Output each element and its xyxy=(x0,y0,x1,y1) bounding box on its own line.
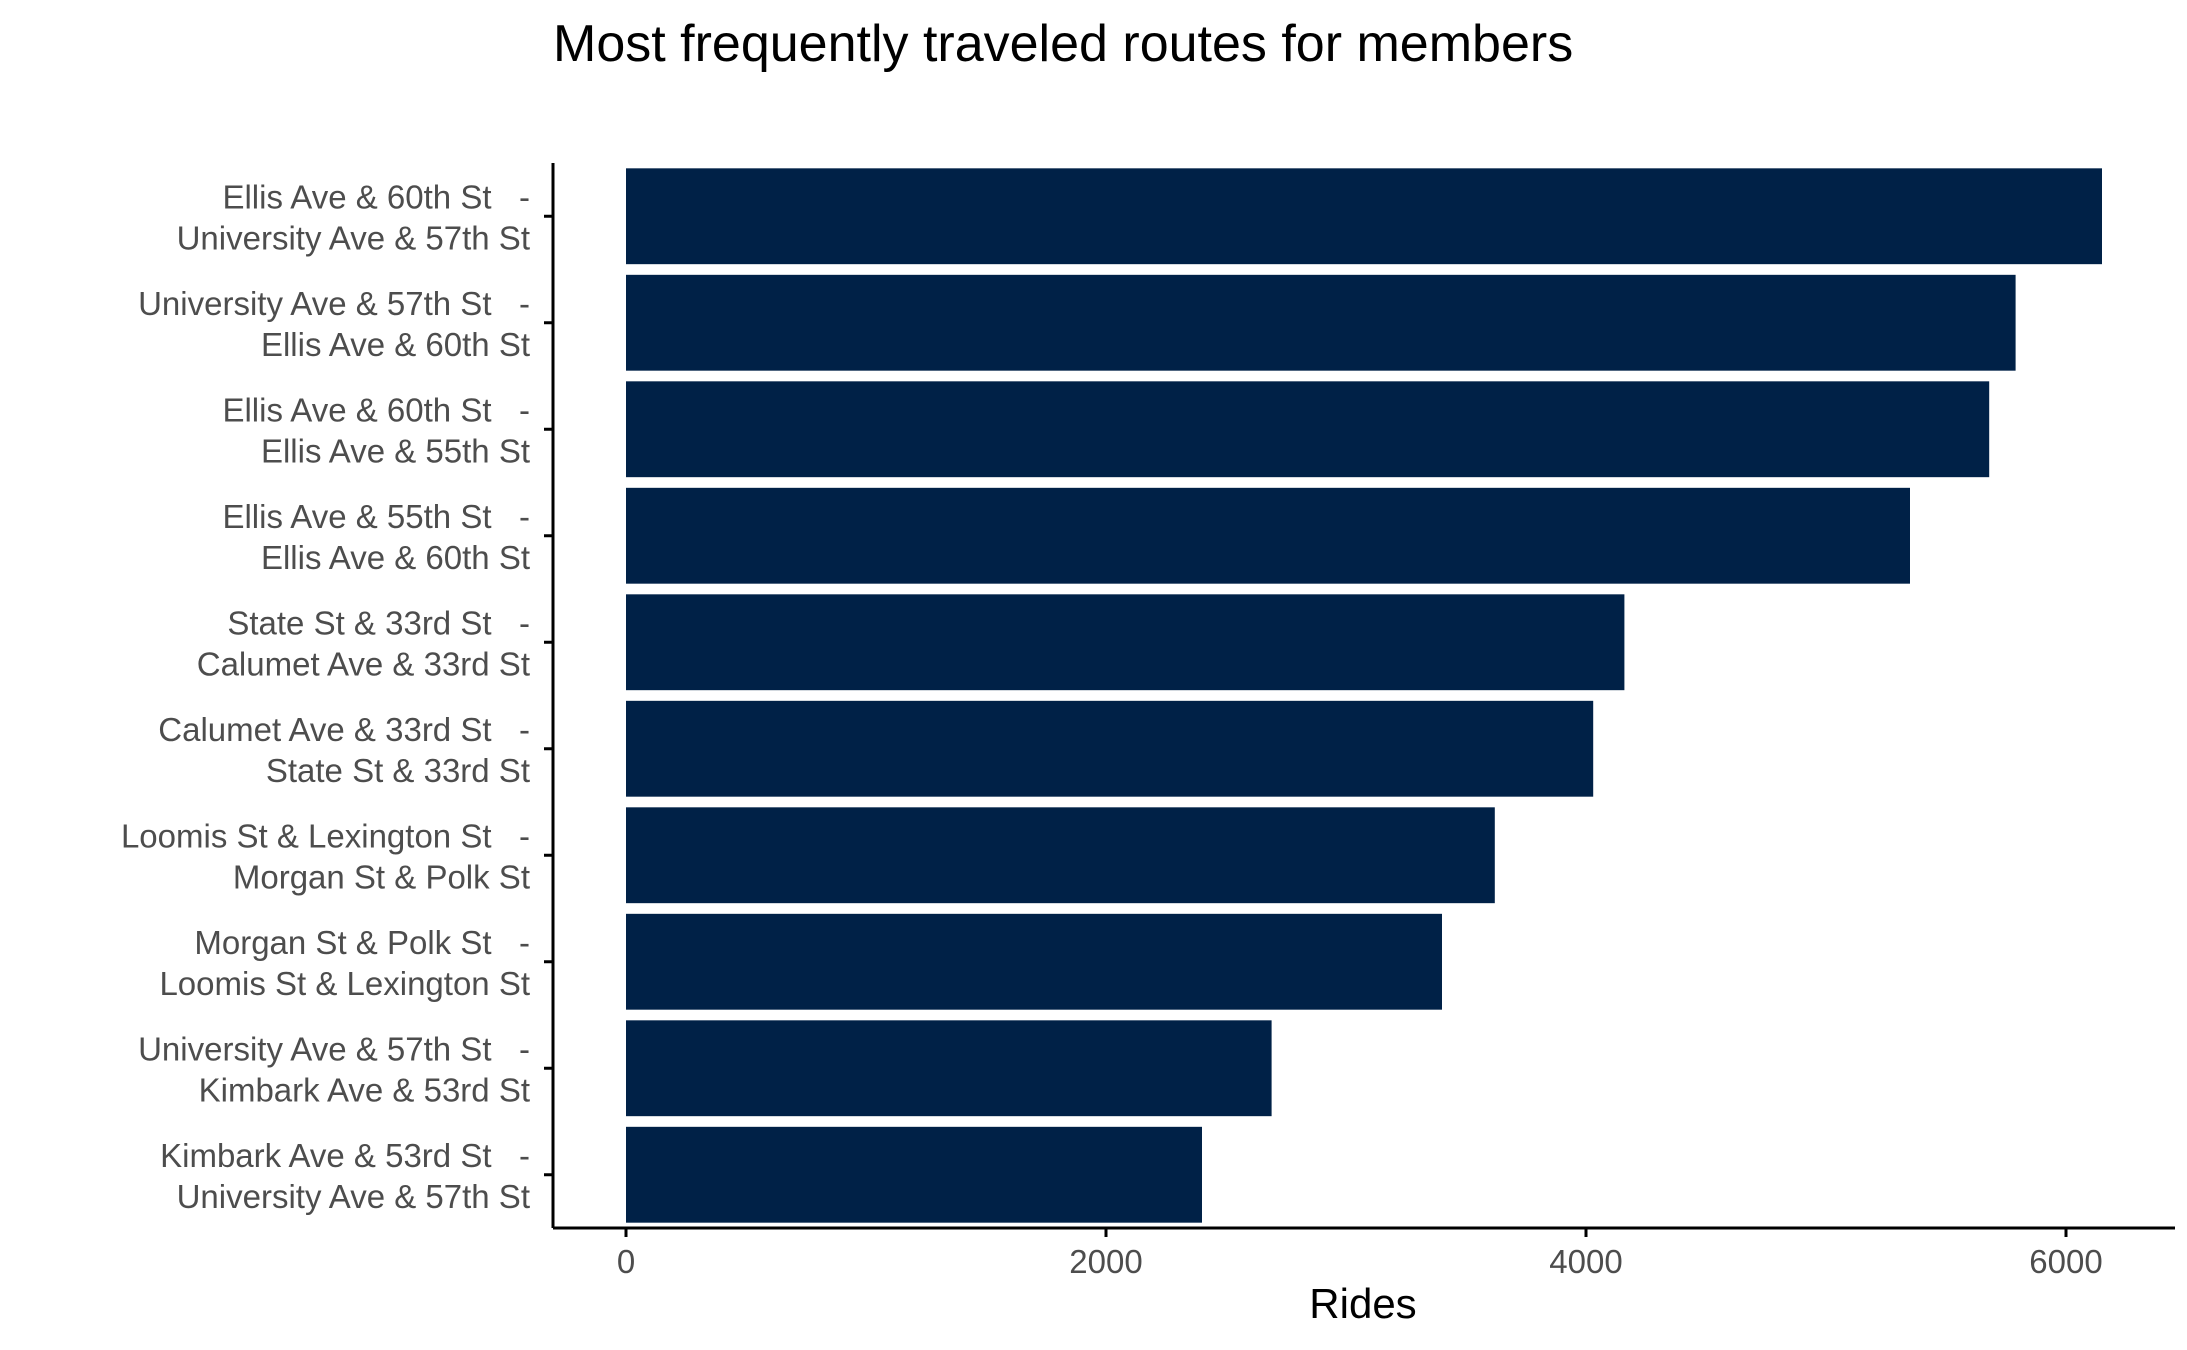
y-tick-label-line2-4: Ellis Ave & 60th St xyxy=(261,539,530,576)
bar-2 xyxy=(626,274,2016,371)
bar-8 xyxy=(626,913,1442,1010)
y-tick-label-line1-7: Loomis St & Lexington St - xyxy=(121,817,530,854)
bars xyxy=(626,168,2102,1223)
bar-10 xyxy=(626,1126,1202,1223)
bar-3 xyxy=(626,381,1990,478)
y-tick-label-line1-1: Ellis Ave & 60th St - xyxy=(222,178,530,215)
y-tick-label-line1-10: Kimbark Ave & 53rd St - xyxy=(160,1137,530,1174)
y-tick-label-line2-8: Loomis St & Lexington St xyxy=(159,965,530,1002)
y-tick-labels: Ellis Ave & 60th St - University Ave & 57… xyxy=(121,178,553,1215)
bar-6 xyxy=(626,700,1594,797)
y-tick-label-line2-3: Ellis Ave & 55th St xyxy=(261,432,530,469)
y-tick-label-line1-5: State St & 33rd St - xyxy=(227,604,530,641)
y-tick-label-line1-9: University Ave & 57th St - xyxy=(138,1030,530,1067)
y-tick-label-line2-10: University Ave & 57th St xyxy=(177,1178,530,1215)
x-tick-label-3: 4000 xyxy=(1549,1243,1622,1280)
bar-7 xyxy=(626,807,1495,904)
bar-1 xyxy=(626,168,2102,265)
y-tick-label-line1-6: Calumet Ave & 33rd St - xyxy=(158,711,530,748)
bar-9 xyxy=(626,1020,1272,1117)
axes xyxy=(551,163,2175,1230)
y-tick-label-line2-5: Calumet Ave & 33rd St xyxy=(197,645,530,682)
x-ticks: 0 2000 4000 6000 xyxy=(617,1228,2103,1280)
x-tick-label-2: 2000 xyxy=(1069,1243,1142,1280)
x-tick-label-4: 6000 xyxy=(2029,1243,2102,1280)
y-tick-label-line1-8: Morgan St & Polk St - xyxy=(194,924,530,961)
y-tick-label-line2-6: State St & 33rd St xyxy=(266,752,530,789)
x-tick-label-1: 0 xyxy=(617,1243,635,1280)
y-tick-label-line2-7: Morgan St & Polk St xyxy=(233,858,530,895)
y-tick-label-line1-2: University Ave & 57th St - xyxy=(138,285,530,322)
y-tick-label-line1-3: Ellis Ave & 60th St - xyxy=(222,391,530,428)
y-tick-label-line1-4: Ellis Ave & 55th St - xyxy=(222,498,530,535)
bar-4 xyxy=(626,487,1910,584)
y-tick-label-line2-1: University Ave & 57th St xyxy=(177,219,530,256)
x-axis-label: Rides xyxy=(1309,1280,1417,1327)
y-tick-label-line2-9: Kimbark Ave & 53rd St xyxy=(199,1071,530,1108)
y-tick-label-line2-2: Ellis Ave & 60th St xyxy=(261,326,530,363)
bar-5 xyxy=(626,594,1625,691)
chart-title: Most frequently traveled routes for memb… xyxy=(553,15,1574,73)
